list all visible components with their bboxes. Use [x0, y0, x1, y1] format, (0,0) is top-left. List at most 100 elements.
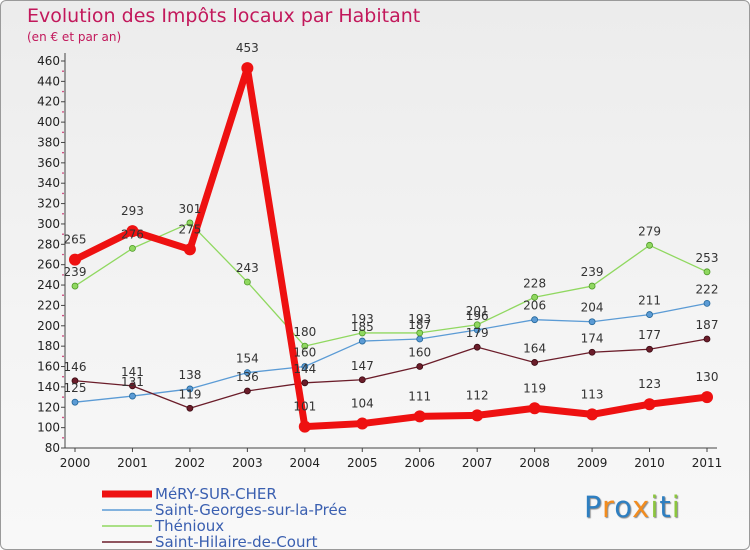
data-label: 187 — [696, 318, 719, 332]
data-label: 160 — [408, 346, 431, 360]
data-point — [358, 376, 366, 384]
y-tick-label: 380 — [37, 135, 60, 149]
data-point — [241, 62, 254, 75]
series-line — [74, 338, 708, 409]
y-minor-tick — [62, 314, 64, 317]
data-label: 154 — [236, 352, 259, 366]
y-tick-label: 140 — [37, 380, 60, 394]
chart-subtitle: (en € et par an) — [27, 30, 122, 44]
series-lines — [69, 62, 713, 433]
y-tick-label: 200 — [37, 319, 60, 333]
y-minor-tick — [62, 151, 64, 154]
data-point — [243, 387, 251, 395]
data-point — [416, 335, 424, 343]
logo-letter: i — [671, 490, 681, 524]
data-label: 141 — [121, 365, 144, 379]
y-minor-tick — [62, 111, 64, 113]
data-label: 119 — [178, 387, 201, 401]
data-point — [71, 377, 79, 385]
y-minor-tick — [62, 90, 64, 93]
data-label: 130 — [696, 370, 719, 384]
data-label: 276 — [121, 227, 144, 241]
data-label: 179 — [466, 326, 489, 340]
data-label: 201 — [466, 304, 489, 318]
data-label: 279 — [638, 224, 661, 238]
y-minor-tick — [62, 192, 64, 195]
data-label: 228 — [523, 276, 546, 290]
data-point — [588, 318, 596, 326]
data-label: 101 — [293, 400, 316, 414]
data-point — [416, 329, 424, 337]
series-line — [71, 64, 711, 431]
x-tick-label: 2010 — [634, 456, 665, 470]
data-point — [703, 299, 711, 307]
logo-letter: r — [601, 490, 615, 524]
logo-letter: o — [614, 490, 633, 524]
data-label: 180 — [293, 325, 316, 339]
data-point — [528, 402, 541, 415]
x-tick-label: 2008 — [519, 456, 550, 470]
data-point — [186, 404, 194, 412]
data-label: 138 — [178, 368, 201, 382]
data-label: 453 — [236, 41, 259, 55]
y-tick-label: 340 — [37, 176, 60, 190]
y-tick-label: 460 — [37, 54, 60, 68]
y-tick-label: 420 — [37, 95, 60, 109]
x-tick-label: 2009 — [577, 456, 608, 470]
y-tick-label: 100 — [37, 421, 60, 435]
x-tick-label: 2007 — [462, 456, 493, 470]
data-point — [358, 329, 366, 337]
data-point — [301, 342, 309, 350]
data-label: 125 — [64, 381, 87, 395]
data-labels: 265 293 275 453 101 104 111 112 119 113 123 130 125 1… — [64, 41, 719, 413]
data-label: 193 — [408, 312, 431, 326]
data-label: 193 — [351, 312, 374, 326]
data-point — [71, 282, 79, 290]
data-point — [186, 385, 194, 393]
data-point — [646, 311, 653, 318]
data-point — [473, 321, 481, 329]
data-point — [243, 369, 251, 377]
data-point — [358, 337, 366, 345]
data-label: 177 — [638, 328, 661, 342]
legend-label: Thénioux — [154, 517, 224, 535]
data-point — [186, 219, 194, 227]
legend-label: MéRY-SUR-CHER — [155, 485, 277, 503]
logo-letter: i — [650, 490, 660, 524]
y-tick-label: 260 — [37, 258, 60, 272]
logo-letter: t — [659, 490, 672, 524]
data-point — [643, 398, 656, 411]
data-label: 265 — [64, 233, 87, 247]
y-minor-tick — [62, 396, 64, 398]
y-tick-label: 360 — [37, 156, 60, 170]
legend: MéRY-SUR-CHERSaint-Georges-sur-la-PréeTh… — [102, 485, 347, 549]
legend-label: Saint-Hilaire-de-Court — [155, 533, 318, 549]
y-minor-tick — [62, 416, 64, 419]
x-tick-label: 2011 — [692, 456, 723, 470]
y-tick-label: 240 — [37, 278, 60, 292]
series-line — [74, 222, 708, 347]
axes: 80 100 120 140 160 180 200 220 240 260 280 300 320 34… — [37, 53, 722, 470]
data-label: 146 — [64, 360, 87, 374]
data-label: 144 — [293, 362, 316, 376]
y-minor-tick — [62, 172, 64, 174]
data-label: 119 — [523, 381, 546, 395]
series-1 — [71, 299, 711, 406]
data-point — [701, 391, 713, 404]
data-label: 196 — [466, 309, 489, 323]
y-minor-tick — [62, 131, 64, 134]
y-minor-tick — [62, 294, 64, 297]
proxiti-logo: Proxiti — [584, 490, 681, 524]
data-point — [703, 335, 711, 343]
data-label: 113 — [581, 387, 604, 401]
data-label: 243 — [236, 261, 259, 275]
data-label: 239 — [581, 265, 604, 279]
series-line — [74, 302, 708, 403]
data-point — [71, 398, 79, 406]
data-point — [356, 417, 369, 430]
data-label: 211 — [638, 294, 661, 308]
data-label: 111 — [408, 389, 431, 403]
data-point — [586, 408, 599, 421]
